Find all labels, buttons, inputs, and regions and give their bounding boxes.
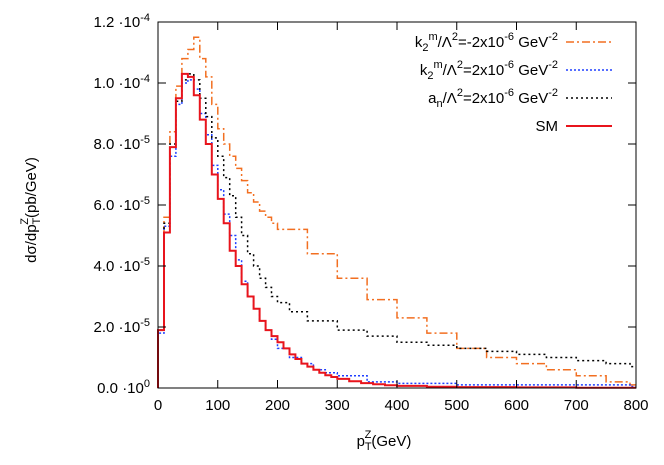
legend-label-3: an/Λ2=2x10-6 GeV-2 [428, 87, 558, 110]
y-axis-title-main: dσ/dp [23, 224, 40, 262]
ticks-layer: 0 100 200 300 400 500 600 700 800 0.0 ·100 2.0 ·10… [94, 12, 649, 414]
y-tick-label: 2.0 ·10-5 [94, 317, 150, 336]
y-tick-label: 1.2 ·10-4 [94, 12, 150, 31]
x-axis-title-sup: Z [365, 429, 372, 441]
x-axis-title-base: p [357, 433, 365, 450]
legend-label-2: k2m/Λ2=2x10-6 GeV-2 [420, 59, 558, 82]
series-line-4 [157, 72, 636, 389]
x-tick-label: 600 [504, 397, 529, 414]
y-tick-label: 6.0 ·10-5 [94, 195, 150, 214]
x-tick-label: 300 [325, 397, 350, 414]
legend-label-4: SM [536, 118, 559, 135]
x-tick-label: 400 [384, 397, 409, 414]
x-axis-title-sub: T [365, 441, 372, 453]
y-tick-label: 1.0 ·10-4 [94, 73, 150, 92]
series-line-1 [157, 36, 636, 388]
series-layer [157, 36, 636, 389]
x-tick-label: 500 [444, 397, 469, 414]
legend: k2m/Λ2=-2x10-6 GeV-2 k2m/Λ2=2x10-6 GeV-2 a… [415, 31, 612, 135]
plot-frame [157, 21, 637, 389]
y-axis-title-unit: (pb/GeV) [23, 157, 40, 218]
x-axis-title-unit: (GeV) [371, 433, 411, 450]
y-tick-label: 4.0 ·10-5 [94, 256, 150, 275]
y-tick-label: 0.0 ·100 [97, 378, 150, 397]
legend-label-1: k2m/Λ2=-2x10-6 GeV-2 [415, 31, 558, 54]
x-axis-title: pTZ(GeV) [357, 429, 412, 453]
x-tick-label: 700 [564, 397, 589, 414]
y-axis-title-sup: Z [19, 218, 31, 225]
x-tick-label: 800 [623, 397, 648, 414]
y-tick-label: 8.0 ·10-5 [94, 134, 150, 153]
y-axis-title-sub: T [31, 217, 43, 224]
series-line-3 [157, 73, 636, 388]
y-axis-title: dσ/dpTZ(pb/GeV) [19, 157, 43, 263]
x-tick-label: 0 [154, 397, 162, 414]
x-tick-label: 100 [205, 397, 230, 414]
x-tick-label: 200 [265, 397, 290, 414]
